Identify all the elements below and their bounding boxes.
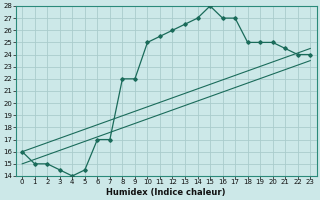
X-axis label: Humidex (Indice chaleur): Humidex (Indice chaleur) [107,188,226,197]
